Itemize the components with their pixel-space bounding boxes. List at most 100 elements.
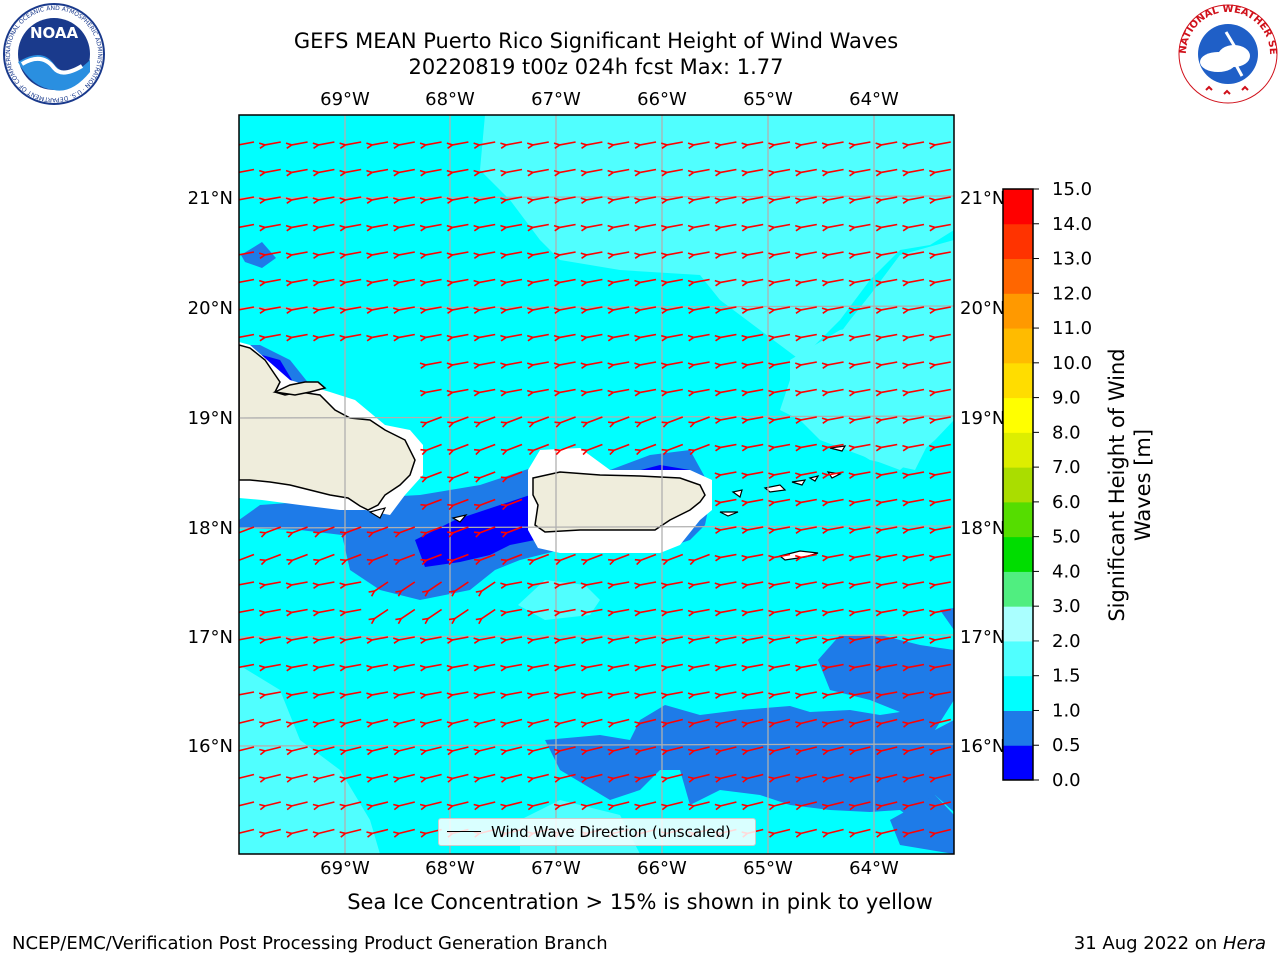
wind-arrow: [505, 251, 523, 256]
wind-arrow: [693, 168, 710, 174]
wind-arrow-head: [634, 334, 641, 342]
wind-arrow: [345, 608, 362, 614]
wind-arrow-head: [902, 721, 909, 728]
wind-arrow: [934, 223, 951, 229]
wind-arrow-head: [875, 831, 882, 838]
wind-arrow-head: [580, 637, 587, 644]
wind-arrow: [239, 581, 255, 586]
wind-arrow: [533, 553, 550, 562]
wind-arrow-head: [929, 776, 936, 783]
wind-arrow: [398, 196, 415, 201]
wind-arrow: [318, 526, 335, 534]
wind-arrow: [264, 278, 281, 284]
wind-arrow: [239, 746, 255, 752]
wind-arrow: [505, 636, 523, 641]
wind-arrow-head: [473, 803, 480, 811]
wind-arrow: [532, 663, 549, 669]
wind-arrow: [720, 416, 737, 421]
wind-arrow-head: [741, 637, 748, 644]
wind-arrow-head: [821, 197, 829, 204]
wind-arrow: [452, 223, 469, 229]
wind-arrow: [265, 526, 282, 534]
wind-arrow-head: [339, 224, 346, 232]
wind-arrow: [345, 526, 362, 534]
wind-arrow: [291, 746, 308, 752]
wind-arrow-head: [875, 748, 882, 756]
wind-arrow: [827, 828, 844, 835]
wind-arrow-head: [794, 142, 802, 149]
wind-arrow-head: [580, 389, 587, 397]
wind-arrow: [666, 361, 683, 366]
wind-arrow-head: [527, 776, 534, 783]
wind-arrow-head: [232, 171, 238, 176]
wind-arrow-head: [848, 803, 856, 811]
wind-arrow-head: [928, 334, 936, 342]
wind-arrow-head: [232, 693, 238, 698]
colorbar: [1002, 188, 1034, 781]
wind-arrow: [854, 251, 871, 256]
wind-arrow: [613, 663, 630, 669]
wind-arrow: [452, 801, 469, 807]
colorbar-swatch: [1003, 432, 1033, 468]
wind-arrow-head: [928, 279, 936, 287]
wind-arrow-head: [902, 831, 909, 838]
wind-arrow-head: [366, 142, 373, 149]
wind-arrow-head: [339, 142, 346, 149]
wind-arrow: [532, 141, 549, 146]
wind-arrow-head: [393, 531, 401, 538]
wind-arrow-head: [821, 307, 829, 314]
wind-arrow: [640, 443, 657, 452]
wind-arrow-head: [928, 637, 936, 644]
wind-arrow: [532, 636, 549, 641]
wind-arrow: [559, 746, 576, 752]
wind-arrow: [374, 608, 389, 620]
wind-arrow: [747, 416, 764, 421]
wind-arrow-head: [795, 721, 802, 728]
wind-arrow: [908, 746, 925, 752]
wind-arrow-head: [607, 307, 614, 314]
wind-arrow-head: [285, 748, 293, 756]
wind-arrow: [345, 773, 362, 780]
wind-arrow: [479, 718, 496, 725]
wind-arrow: [907, 663, 925, 669]
wind-arrow-head: [848, 582, 855, 589]
wind-arrow: [506, 773, 523, 780]
wind-arrow-head: [259, 803, 266, 811]
wind-arrow-head: [794, 527, 802, 534]
wind-arrow: [586, 663, 603, 669]
wind-arrow: [345, 746, 362, 752]
wind-arrow: [559, 636, 576, 641]
wind-arrow: [907, 471, 925, 476]
wind-arrow: [372, 801, 389, 807]
wind-arrow-head: [660, 279, 668, 287]
wind-arrow-head: [687, 224, 695, 232]
wind-arrow-head: [392, 637, 400, 644]
wind-arrow: [532, 608, 549, 614]
wind-arrow-head: [526, 224, 534, 232]
wind-arrow-head: [687, 197, 695, 204]
wind-arrow: [425, 141, 442, 146]
wind-arrow: [532, 691, 549, 696]
wind-arrow: [452, 773, 469, 780]
wind-arrow-head: [928, 499, 936, 507]
wind-arrow: [881, 196, 898, 201]
wind-arrow: [827, 608, 844, 614]
wind-arrow: [532, 388, 549, 394]
wind-arrow-head: [500, 476, 508, 483]
wind-arrow: [720, 636, 737, 641]
wind-arrow: [747, 773, 764, 780]
wind-arrow-head: [875, 307, 882, 314]
wind-arrow-head: [339, 197, 346, 204]
wind-arrow-head: [285, 582, 293, 589]
wind-arrow: [371, 168, 389, 174]
colorbar-swatch: [1003, 745, 1033, 781]
wind-arrow: [666, 581, 683, 586]
wind-arrow: [827, 251, 844, 256]
wind-arrow: [532, 718, 549, 725]
wind-arrow: [827, 691, 844, 696]
wind-arrow: [613, 636, 630, 641]
wind-arrow: [827, 361, 844, 366]
lon-label-bottom: 65°W: [743, 858, 793, 879]
wind-arrow: [693, 333, 710, 339]
wind-arrow-head: [928, 554, 936, 562]
